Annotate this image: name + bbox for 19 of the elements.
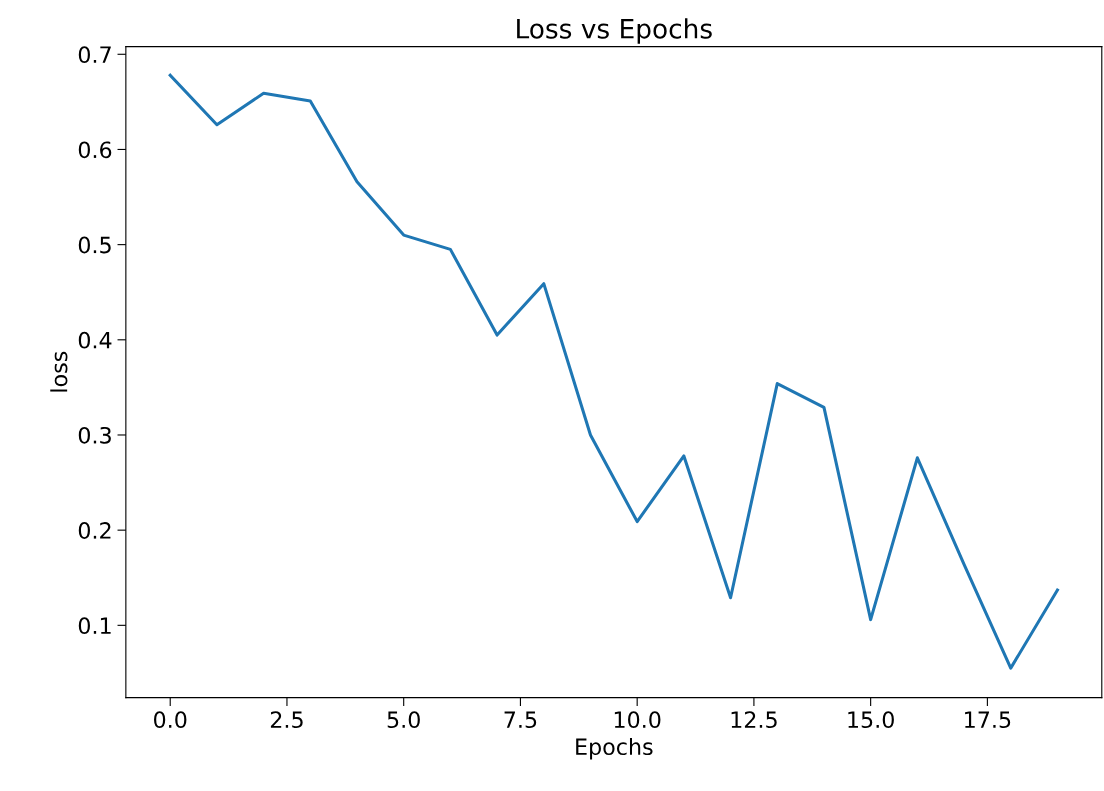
y-axis-title: loss [50,351,68,392]
y-tick-label: 0.5 [78,236,111,254]
x-tick-label: 15.0 [848,711,894,729]
y-tick-label: 0.4 [78,331,112,349]
x-tick-label: 0.0 [154,711,187,729]
x-tick-label: 7.5 [504,711,537,729]
y-tick-label: 0.3 [78,426,111,444]
y-tick-label: 0.2 [78,522,111,539]
x-tick-label: 10.0 [614,711,661,729]
y-tick-label: 0.6 [78,141,112,159]
x-tick-label: 17.5 [965,711,1011,729]
x-axis-title: Epochs [576,737,653,760]
line-series [168,73,1059,670]
x-tick-label: 12.5 [731,711,777,729]
x-tick-label: 5.0 [387,711,420,729]
x-tick-label: 2.5 [270,711,303,729]
y-tick-label: 0.1 [78,617,111,635]
y-tick-label: 0.7 [78,46,111,64]
chart-title: Loss vs Epochs [517,18,712,44]
